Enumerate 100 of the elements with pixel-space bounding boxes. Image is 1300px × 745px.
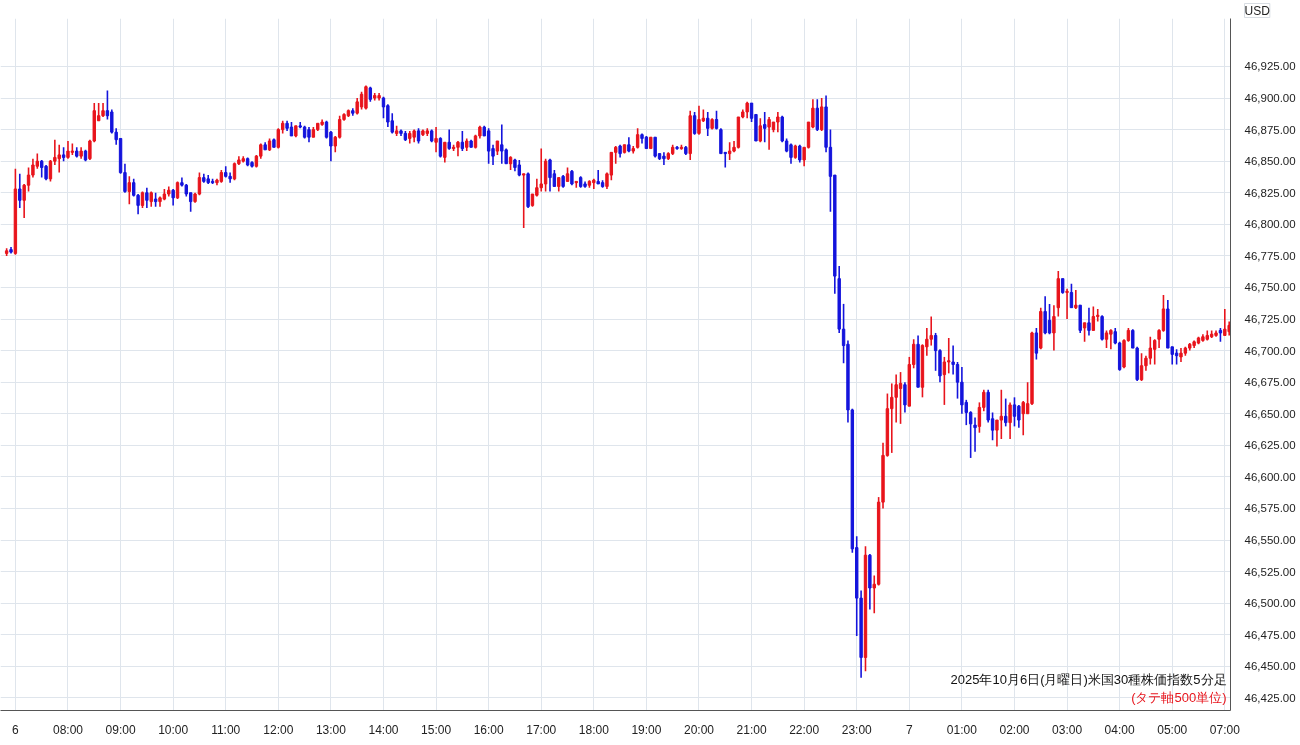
x-tick-label: 18:00 <box>578 722 610 737</box>
candlestick <box>1034 327 1039 361</box>
candlestick <box>815 98 819 132</box>
x-tick-label: 13:00 <box>315 722 347 737</box>
candlestick <box>1091 305 1096 332</box>
x-tick-label: 21:00 <box>736 722 767 737</box>
candlestick <box>521 173 526 229</box>
candlestick <box>18 173 22 209</box>
candlestick <box>1043 295 1047 335</box>
x-tick-label: 20:00 <box>683 722 715 737</box>
candlestick <box>942 356 947 406</box>
candlestick <box>692 111 697 136</box>
x-tick-label: 23:00 <box>841 722 873 737</box>
candlestick <box>543 157 548 193</box>
y-tick-label: 46,725.00 <box>1244 313 1296 326</box>
y-tick-label: 46,600.00 <box>1244 470 1296 483</box>
candlestick <box>763 111 767 144</box>
candlestick <box>434 126 438 154</box>
candlestick <box>1074 289 1078 310</box>
candlestick <box>1004 397 1008 428</box>
candlestick <box>947 337 951 375</box>
y-tick-label: 46,750.00 <box>1244 281 1296 294</box>
candlestick <box>276 127 281 150</box>
candlestick <box>486 127 491 165</box>
x-tick-label: 14:00 <box>368 722 399 737</box>
candlestick <box>903 381 907 414</box>
candlestick <box>1017 404 1021 429</box>
candlestick <box>662 151 666 166</box>
y-tick-label: 46,550.00 <box>1244 534 1296 547</box>
x-tick-label: 02:00 <box>999 722 1030 737</box>
candlestick <box>706 111 710 137</box>
candlestick <box>995 419 999 448</box>
y-tick-label: 46,675.00 <box>1244 376 1296 389</box>
x-tick-label: 7 <box>905 722 913 737</box>
x-tick-label: 03:00 <box>1052 722 1083 737</box>
candlestick <box>574 180 578 189</box>
x-tick-label: 04:00 <box>1104 722 1135 737</box>
x-tick-label: 6 <box>12 722 20 737</box>
y-tick-label: 46,825.00 <box>1244 186 1296 199</box>
y-tick-label: 46,450.00 <box>1244 660 1296 673</box>
candlestick <box>596 169 600 185</box>
x-tick-label: 17:00 <box>526 722 557 737</box>
candlestick <box>1008 401 1012 440</box>
candlestick <box>776 111 780 133</box>
x-tick-label: 16:00 <box>473 722 504 737</box>
candlestick <box>999 388 1004 440</box>
candlestick <box>697 104 701 136</box>
y-tick-label: 46,700.00 <box>1244 344 1296 357</box>
y-tick-label: 46,775.00 <box>1244 249 1296 262</box>
x-tick-label: 11:00 <box>211 722 241 737</box>
x-tick-label: 10:00 <box>158 722 189 737</box>
candlestick <box>57 143 61 174</box>
y-tick-label: 46,900.00 <box>1244 92 1296 105</box>
x-tick-label: 08:00 <box>52 722 84 737</box>
candlestick <box>48 159 53 183</box>
x-tick-label: 01:00 <box>946 722 978 737</box>
y-tick-label: 46,475.00 <box>1244 628 1296 641</box>
candlestick <box>548 157 552 193</box>
candlestick <box>539 147 543 193</box>
y-tick-label: 46,925.00 <box>1244 60 1296 73</box>
candlestick <box>460 130 465 152</box>
y-tick-label: 46,625.00 <box>1244 439 1296 452</box>
candlestick <box>819 97 824 132</box>
candlestick <box>635 127 640 150</box>
annotation: 2025年10月6日(月曜日)米国30種株価指数5分足 <box>950 671 1227 687</box>
candlestick <box>443 141 447 164</box>
candlestick <box>447 128 451 151</box>
y-tick-label: 46,800.00 <box>1244 218 1296 231</box>
y-tick-label: 46,500.00 <box>1244 597 1296 610</box>
candlestick <box>1109 328 1113 351</box>
candlestick <box>127 175 132 205</box>
candlestick <box>714 109 719 131</box>
candlestick <box>1082 322 1087 343</box>
candlestick <box>767 116 771 151</box>
x-tick-label: 09:00 <box>105 722 136 737</box>
y-tick-label: 46,425.00 <box>1244 691 1296 704</box>
candlestick <box>1047 303 1052 335</box>
candlestick <box>1100 314 1104 342</box>
x-tick-label: 15:00 <box>421 722 452 737</box>
y-tick-label: 46,875.00 <box>1244 123 1296 136</box>
x-tick-label: 05:00 <box>1157 722 1188 737</box>
candlestick <box>1021 400 1025 437</box>
candlestick <box>145 186 149 209</box>
candlestick <box>500 123 504 165</box>
candlestick <box>973 416 977 453</box>
candlestick <box>1012 396 1017 428</box>
y-axis-title: USD <box>1244 3 1271 18</box>
candlestick <box>1087 306 1091 337</box>
x-tick-label: 07:00 <box>1209 722 1241 737</box>
y-tick-label: 46,525.00 <box>1244 565 1296 578</box>
y-tick-label: 46,575.00 <box>1244 502 1296 515</box>
y-tick-label: 46,650.00 <box>1244 407 1296 420</box>
x-tick-label: 19:00 <box>631 722 662 737</box>
x-tick-label: 22:00 <box>789 722 820 737</box>
candlestick <box>1223 308 1227 337</box>
candlestick <box>1065 287 1069 320</box>
candlestick <box>1139 352 1144 382</box>
y-tick-label: 46,850.00 <box>1244 155 1296 168</box>
candlestick <box>898 371 903 425</box>
annotation: (タテ軸500単位) <box>1131 689 1227 705</box>
